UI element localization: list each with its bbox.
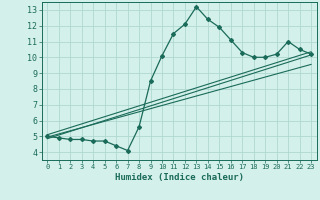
X-axis label: Humidex (Indice chaleur): Humidex (Indice chaleur)	[115, 173, 244, 182]
